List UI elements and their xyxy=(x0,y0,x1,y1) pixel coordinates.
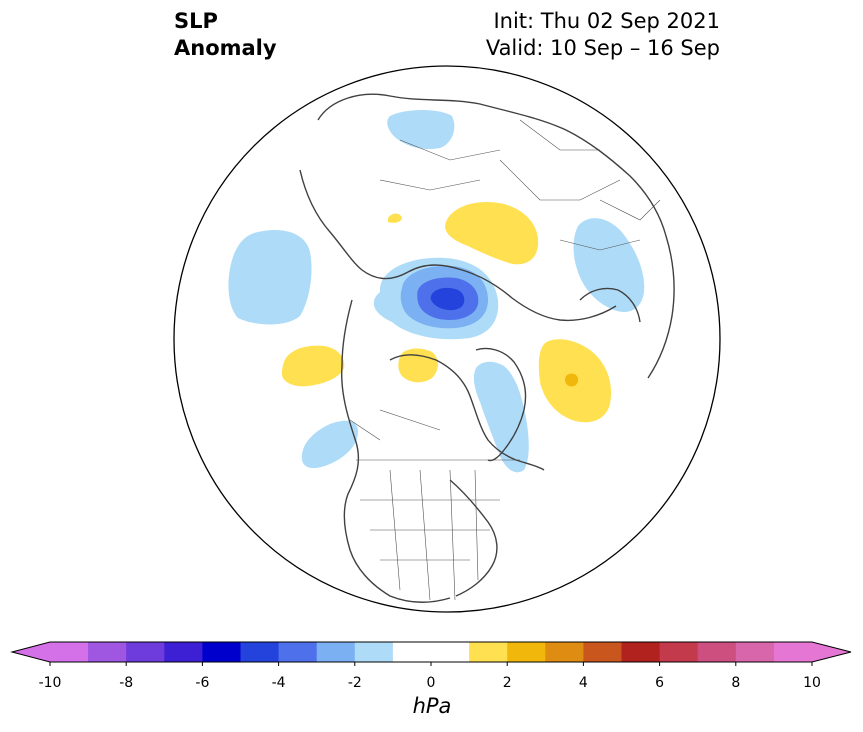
anomaly-layer xyxy=(228,110,645,473)
colorbar-segment xyxy=(469,642,508,662)
greenland-coast xyxy=(475,347,527,462)
title-variable: SLP xyxy=(174,9,218,33)
anomaly-alaska-west-high xyxy=(282,345,345,387)
arctic-siberia-coast xyxy=(299,169,617,322)
north-america-east-coast xyxy=(449,479,498,597)
colorbar-segment xyxy=(392,642,432,662)
colorbar-segment xyxy=(431,642,470,662)
colorbar-tick-label: 10 xyxy=(803,675,821,691)
polar-map xyxy=(173,65,721,613)
north-america-west-coast xyxy=(340,299,451,603)
state-borders-h xyxy=(360,499,500,561)
colorbar-tick-label: -6 xyxy=(195,675,210,691)
colorbar-segment xyxy=(164,642,203,662)
anomaly-small-high-top xyxy=(388,213,402,223)
colorbar-segment xyxy=(507,642,546,662)
anomaly-central-asia-high xyxy=(445,202,539,265)
colorbar-segment xyxy=(316,642,356,662)
anomaly-greenland-baffin xyxy=(473,361,529,473)
colorbar-segment xyxy=(621,642,661,662)
north-america-arctic-coast xyxy=(389,354,545,471)
eurasia-coast xyxy=(317,93,675,379)
colorbar-tick-label: 4 xyxy=(578,675,588,691)
colorbar-segment xyxy=(583,642,622,662)
colorbar-segment xyxy=(50,642,89,662)
anomaly-north-america-west xyxy=(301,420,358,469)
colorbar-segment xyxy=(773,642,813,662)
anomaly-siberia-low-core xyxy=(430,287,465,311)
colorbar-segment xyxy=(659,642,699,662)
colorbar-segment xyxy=(735,642,775,662)
colorbar-ticks xyxy=(49,662,813,666)
colorbar-tick-label: -4 xyxy=(271,675,286,691)
colorbar-segment xyxy=(354,642,394,662)
eurasia-borders xyxy=(499,119,661,251)
colorbar-tick-label: 0 xyxy=(426,675,436,691)
country-borders xyxy=(349,119,661,601)
colorbar-tick-label: 8 xyxy=(731,675,741,691)
colorbar-segment xyxy=(126,642,165,662)
anomaly-north-pacific-west xyxy=(228,230,312,325)
anomaly-top-small-low xyxy=(387,110,455,150)
anomaly-iceland-high-core xyxy=(565,373,579,387)
colorbar-tick-label: 6 xyxy=(655,675,665,691)
colorbar-extend-low xyxy=(12,642,50,662)
colorbar-tick-label: -10 xyxy=(38,675,62,691)
anomaly-arctic-canada-high xyxy=(398,348,438,383)
colorbar-segment xyxy=(240,642,280,662)
map-boundary xyxy=(173,65,721,613)
colorbar-segment xyxy=(545,642,584,662)
colorbar xyxy=(10,641,852,666)
coastlines xyxy=(299,93,675,603)
colorbar-tick-label: 2 xyxy=(502,675,512,691)
init-date: Init: Thu 02 Sep 2021 xyxy=(493,9,720,33)
colorbar-tick-label: -8 xyxy=(119,675,134,691)
colorbar-segments xyxy=(50,642,813,662)
scandinavia-coast xyxy=(579,287,641,323)
title-right: Init: Thu 02 Sep 2021 Valid: 10 Sep – 16… xyxy=(486,8,720,62)
colorbar-segment xyxy=(88,642,127,662)
canada-borders xyxy=(349,409,441,441)
state-borders-v xyxy=(389,469,479,601)
colorbar-tick-label: -2 xyxy=(347,675,362,691)
asia-borders xyxy=(379,139,501,191)
colorbar-segment xyxy=(697,642,737,662)
colorbar-segment xyxy=(278,642,318,662)
title-left: SLP Anomaly xyxy=(174,8,277,62)
colorbar-segment xyxy=(202,642,241,662)
valid-range: Valid: 10 Sep – 16 Sep xyxy=(485,36,720,60)
anomaly-eastern-europe xyxy=(573,218,645,312)
colorbar-extend-high xyxy=(812,642,851,662)
title-subtitle: Anomaly xyxy=(174,36,277,60)
colorbar-unit-label: hPa xyxy=(412,694,452,718)
